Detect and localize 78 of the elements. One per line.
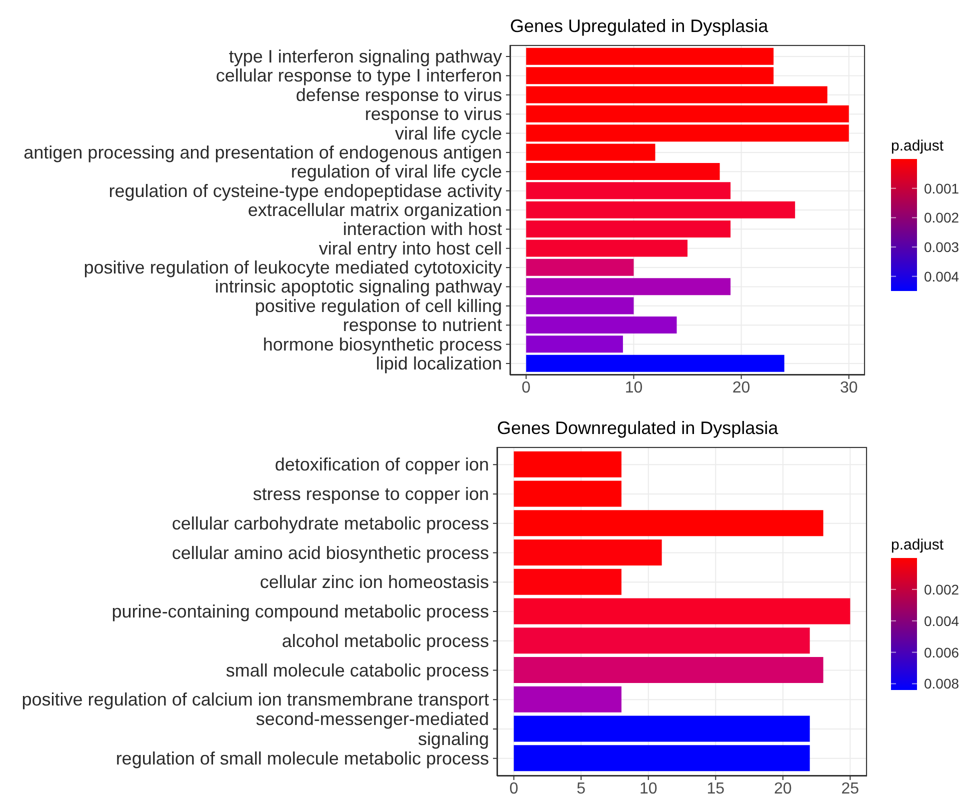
bar [514, 480, 622, 507]
bar [526, 144, 656, 161]
y-tick-label: response to nutrient [342, 315, 502, 336]
y-tick-label: extracellular matrix organization [248, 200, 502, 220]
y-tick-label: type I interferon signaling pathway [228, 46, 502, 67]
y-tick-label: positive regulation of calcium ion transmembrane transport [22, 690, 489, 710]
x-tick-label: 30 [840, 379, 858, 396]
y-tick-label: alcohol metabolic process [282, 630, 489, 651]
y-tick-label: second-messenger-mediated signaling [256, 709, 489, 749]
y-tick-label: viral life cycle [394, 123, 502, 144]
bar [526, 240, 688, 257]
y-tick-label: positive regulation of cell killing [254, 296, 502, 316]
bar [514, 686, 622, 712]
bar [526, 124, 849, 142]
y-tick-label: regulation of cysteine-type endopeptidase activity [108, 180, 502, 201]
bar [526, 105, 849, 122]
x-tick-label: 5 [576, 780, 586, 798]
chart-title: Genes Downregulated in Dysplasia [497, 418, 778, 438]
bar [526, 182, 731, 200]
y-tick-label: small molecule catabolic process [226, 660, 489, 680]
bar [514, 598, 850, 624]
x-tick-label: 0 [509, 780, 518, 798]
x-tick-label: 20 [774, 780, 792, 798]
y-tick-label: lipid localization [376, 353, 502, 374]
x-tick-label: 10 [639, 780, 658, 798]
color-bar-label: 0.003 [924, 239, 960, 255]
y-tick-label: cellular carbohydrate metabolic process [172, 513, 489, 534]
bar [514, 716, 810, 742]
x-tick-label: 15 [706, 780, 725, 798]
y-tick-label: response to virus [364, 104, 502, 124]
bar [514, 510, 824, 536]
color-bar-label: 0.004 [924, 612, 960, 629]
color-bar-title: p.adjust [891, 536, 944, 554]
color-bar-label: 0.002 [924, 581, 960, 598]
bar [514, 568, 622, 595]
x-tick-label: 25 [841, 780, 860, 798]
bar [514, 628, 810, 654]
y-tick-label: hormone biosynthetic process [262, 334, 502, 354]
color-bar-label: 0.004 [924, 268, 960, 284]
y-tick-label: regulation of viral life cycle [290, 162, 502, 182]
y-tick-label: purine-containing compound metabolic process [112, 602, 489, 622]
color-bar-label: 0.006 [924, 644, 960, 660]
chart-title: Genes Upregulated in Dysplasia [510, 16, 768, 36]
color-bar-title: p.adjust [891, 138, 944, 154]
bar [526, 86, 828, 104]
y-tick-label: cellular amino acid biosynthetic process [172, 542, 489, 563]
bar [526, 48, 774, 65]
bar [526, 220, 731, 238]
bar [514, 451, 622, 478]
color-bar-label: 0.001 [924, 180, 960, 196]
bar [526, 67, 774, 84]
y-tick-label: cellular response to type I interferon [216, 66, 502, 86]
x-tick-label: 10 [624, 379, 643, 396]
y-tick-label: detoxification of copper ion [274, 454, 489, 475]
y-tick-label: stress response to copper ion [252, 484, 489, 504]
bar [526, 354, 784, 372]
y-tick-label: positive regulation of leukocyte mediated cytotoxicity [84, 258, 502, 278]
color-bar-label: 0.002 [924, 210, 960, 226]
bar [526, 201, 796, 218]
y-tick-label: regulation of small molecule metabolic process [116, 748, 489, 768]
y-tick-label: defense response to virus [296, 84, 502, 105]
bar [526, 336, 623, 353]
bar [526, 297, 634, 314]
bar [526, 258, 634, 276]
y-tick-label: viral entry into host cell [318, 238, 502, 258]
y-tick-label: intrinsic apoptotic signaling pathway [214, 276, 502, 297]
bar [526, 278, 731, 296]
color-bar-label: 0.008 [924, 676, 960, 692]
bar [526, 162, 720, 180]
x-tick-label: 0 [522, 379, 531, 396]
y-tick-label: cellular zinc ion homeostasis [260, 572, 489, 592]
y-tick-label: interaction with host [342, 219, 502, 240]
y-tick-label: antigen processing and presentation of endogenous antigen [24, 142, 502, 162]
bar [514, 745, 810, 772]
bar [514, 540, 662, 566]
bar [526, 316, 677, 334]
bar [514, 657, 824, 684]
x-tick-label: 20 [732, 379, 750, 396]
